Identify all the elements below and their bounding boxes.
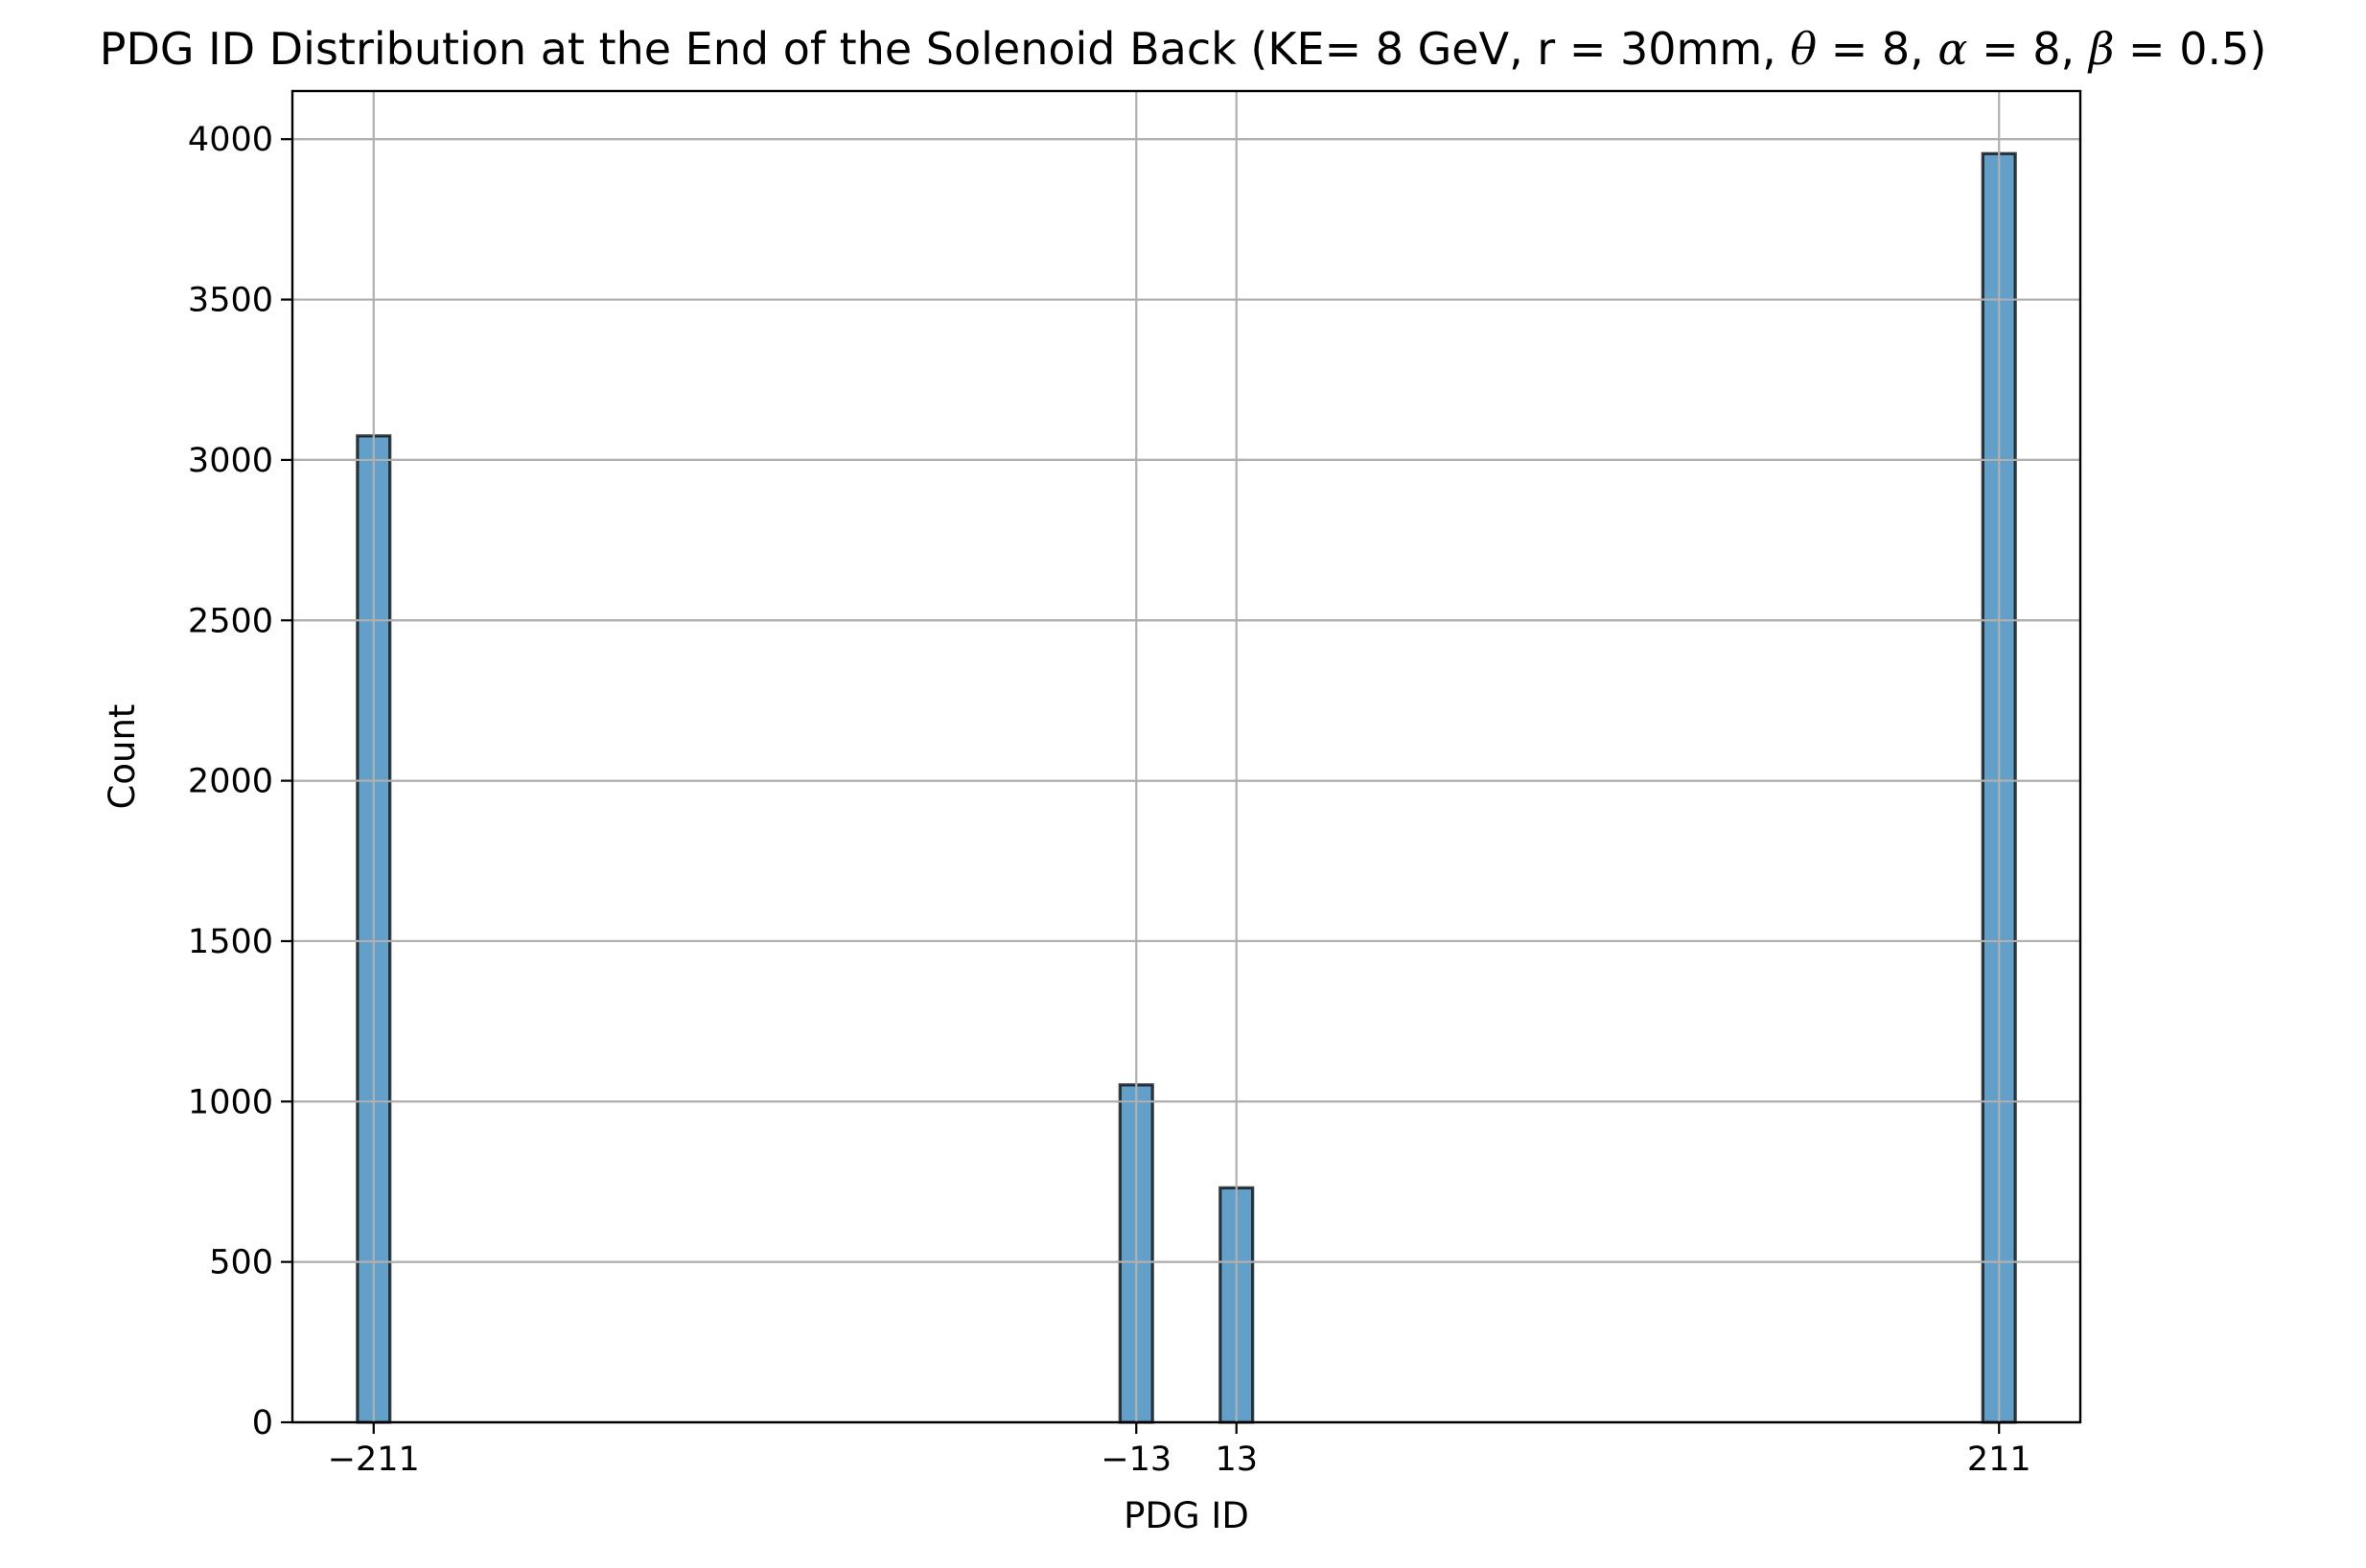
y-tick-label: 1000 bbox=[188, 1083, 273, 1121]
y-tick-label: 2000 bbox=[188, 763, 273, 801]
x-tick-label: 211 bbox=[1967, 1441, 2031, 1479]
grid-lines-over-bars bbox=[292, 91, 2080, 1424]
axis-ticks: 0 500 1000 1500 2000 2500 3000 3500 4000 −211 −13 1… bbox=[188, 121, 2031, 1479]
chart-title: PDG ID Distribution at the End of the So… bbox=[100, 23, 2267, 75]
x-tick-label: −13 bbox=[1101, 1441, 1171, 1479]
y-tick-label: 3500 bbox=[188, 282, 273, 320]
x-axis-label: PDG ID bbox=[1124, 1495, 1249, 1536]
y-tick-label: 500 bbox=[209, 1244, 273, 1282]
bars bbox=[356, 151, 2017, 1424]
y-tick-label: 0 bbox=[252, 1404, 273, 1442]
y-tick-label: 1500 bbox=[188, 923, 273, 961]
y-tick-label: 3000 bbox=[188, 442, 273, 480]
x-tick-label: −211 bbox=[328, 1441, 420, 1479]
plot-area-frame bbox=[290, 89, 2082, 1424]
y-tick-label: 2500 bbox=[188, 602, 273, 640]
y-tick-label: 4000 bbox=[188, 121, 273, 159]
x-tick-label: 13 bbox=[1215, 1441, 1258, 1479]
y-axis-label: Count bbox=[102, 704, 143, 810]
